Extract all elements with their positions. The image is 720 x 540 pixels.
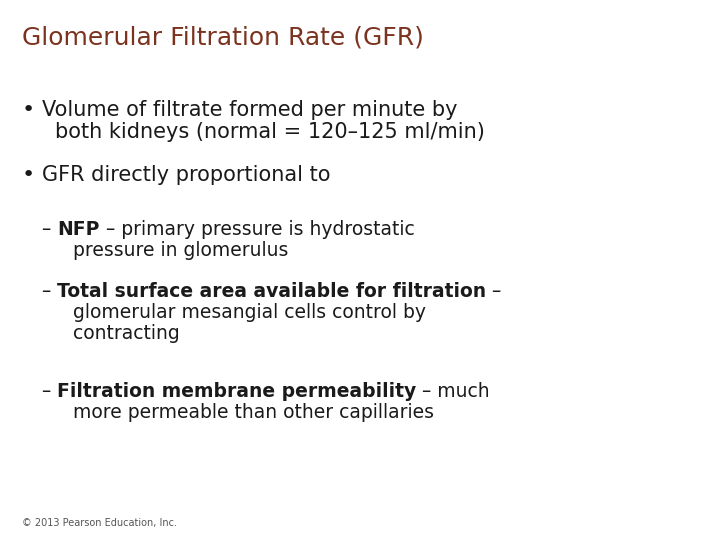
Text: more permeable than other capillaries: more permeable than other capillaries <box>73 403 434 422</box>
Text: –: – <box>42 382 58 401</box>
Text: Volume of filtrate formed per minute by: Volume of filtrate formed per minute by <box>42 100 457 120</box>
Text: Glomerular Filtration Rate (GFR): Glomerular Filtration Rate (GFR) <box>22 25 424 49</box>
Text: – primary pressure is hydrostatic: – primary pressure is hydrostatic <box>99 220 415 239</box>
Text: Filtration membrane permeability: Filtration membrane permeability <box>58 382 416 401</box>
Text: –: – <box>487 282 502 301</box>
Text: Total surface area available for filtration: Total surface area available for filtrat… <box>58 282 487 301</box>
Text: NFP: NFP <box>58 220 99 239</box>
Text: –: – <box>42 282 58 301</box>
Text: –: – <box>42 220 58 239</box>
Text: •: • <box>22 100 35 120</box>
Text: contracting: contracting <box>73 324 180 343</box>
Text: glomerular mesangial cells control by: glomerular mesangial cells control by <box>73 303 426 322</box>
Text: © 2013 Pearson Education, Inc.: © 2013 Pearson Education, Inc. <box>22 518 177 528</box>
Text: both kidneys (normal = 120–125 ml/min): both kidneys (normal = 120–125 ml/min) <box>55 122 485 142</box>
Text: – much: – much <box>416 382 490 401</box>
Text: pressure in glomerulus: pressure in glomerulus <box>73 241 289 260</box>
Text: •: • <box>22 165 35 185</box>
Text: GFR directly proportional to: GFR directly proportional to <box>42 165 330 185</box>
